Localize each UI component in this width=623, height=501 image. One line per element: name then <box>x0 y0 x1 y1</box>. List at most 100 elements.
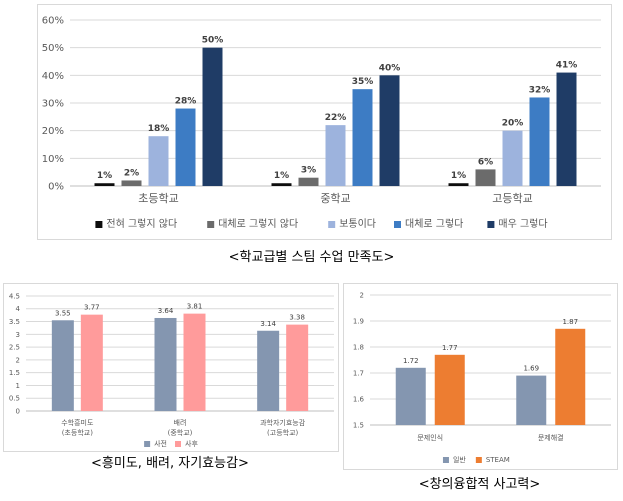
legend-label: 대체로 그렇지 않다 <box>218 217 298 230</box>
data-label: 1.87 <box>562 318 578 326</box>
satisfaction-chart-caption: <학교급별 스팀 수업 만족도> <box>228 250 395 265</box>
legend-label: 매우 그렇다 <box>498 217 547 230</box>
bar <box>121 180 142 186</box>
interest-chart-caption: <흥미도, 배려, 자기효능감> <box>91 456 249 471</box>
legend-swatch <box>144 441 151 447</box>
category-label: (중학교) <box>168 428 193 437</box>
legend-label: STEAM <box>486 456 510 464</box>
y-tick-label: 4.5 <box>9 292 20 300</box>
data-label: 6% <box>478 157 493 167</box>
bar <box>502 130 523 186</box>
bar <box>434 354 465 425</box>
y-tick-label: 1.9 <box>353 317 364 325</box>
category-label: 과학자기효능감 <box>260 418 306 427</box>
y-tick-label: 2 <box>16 356 20 364</box>
data-label: 32% <box>529 85 551 95</box>
data-label: 3.38 <box>289 314 305 322</box>
data-label: 18% <box>148 124 170 134</box>
data-label: 1% <box>274 171 289 181</box>
y-tick-label: 60% <box>42 16 64 27</box>
satisfaction-chart-panel: 0% 10% 20% 30% 40% 50% 60% 1% 2% 18% 28% 50% 초등학교 1% 3… <box>37 4 612 240</box>
data-label: 28% <box>175 97 197 107</box>
creativity-chart: 1.5 1.6 1.7 1.8 1.9 2 1.72 1.77 문제인식 1.69 1.87 문제해결… <box>353 291 611 464</box>
y-tick-label: 10% <box>42 154 64 165</box>
legend-swatch <box>328 221 336 228</box>
data-label: 2% <box>124 168 139 178</box>
bar <box>325 125 346 186</box>
bar <box>154 317 177 411</box>
y-tick-label: 0.5 <box>9 395 20 403</box>
satisfaction-chart: 0% 10% 20% 30% 40% 50% 60% 1% 2% 18% 28% 50% 초등학교 1% 3… <box>42 16 601 230</box>
category-label: 문제인식 <box>417 433 443 442</box>
bar <box>555 328 586 425</box>
data-label: 3% <box>301 166 316 176</box>
legend-label: 전혀 그렇지 않다 <box>106 217 177 230</box>
y-tick-label: 0% <box>48 182 64 193</box>
bar <box>271 183 292 186</box>
bar <box>395 367 426 425</box>
legend-swatch <box>394 221 401 228</box>
y-tick-label: 20% <box>42 126 64 137</box>
y-tick-label: 2.5 <box>9 344 20 352</box>
y-tick-label: 0 <box>16 407 20 415</box>
data-label: 3.77 <box>84 304 100 312</box>
category-label: 중학교 <box>320 192 350 205</box>
bar <box>148 136 169 186</box>
bar <box>257 330 280 411</box>
category-label: 초등학교 <box>138 192 178 205</box>
legend-swatch <box>95 221 103 228</box>
y-tick-label: 50% <box>42 43 64 54</box>
data-label: 22% <box>325 113 347 123</box>
category-label: (초등학교) <box>62 428 93 437</box>
data-label: 3.55 <box>55 309 71 317</box>
data-label: 1.69 <box>523 365 539 373</box>
bar <box>183 313 206 411</box>
bar <box>80 314 103 411</box>
legend-swatch <box>207 221 215 228</box>
bar <box>516 375 547 425</box>
bar <box>448 183 469 186</box>
interest-chart-panel: 0 0.5 1 1.5 2 2.5 3 3.5 4 4.5 3.55 3.77 수학흥미도 (초등학교) 3… <box>3 283 339 452</box>
data-label: 1.72 <box>403 357 419 365</box>
legend-swatch <box>175 441 181 447</box>
legend-label: 사전 <box>154 439 167 448</box>
creativity-chart-caption: <창의융합적 사고력> <box>418 477 541 492</box>
category-label: 문제해결 <box>538 433 564 442</box>
y-tick-label: 1 <box>16 382 20 390</box>
legend-label: 사후 <box>185 439 198 448</box>
bar <box>556 72 577 186</box>
category-label: 고등학교 <box>492 192 532 205</box>
bar <box>529 97 550 186</box>
bar <box>352 89 373 186</box>
interest-chart: 0 0.5 1 1.5 2 2.5 3 3.5 4 4.5 3.55 3.77 수학흥미도(초등학교) 3… <box>9 292 334 448</box>
bar <box>202 47 223 186</box>
data-label: 20% <box>502 119 524 129</box>
legend-swatch <box>442 457 449 463</box>
category-label: 수학흥미도 <box>61 418 94 427</box>
bar <box>94 183 115 186</box>
legend-label: 대체로 그렇다 <box>405 217 463 230</box>
y-tick-label: 1.5 <box>353 421 364 429</box>
bar <box>475 169 496 186</box>
y-tick-label: 1.5 <box>9 369 20 377</box>
category-label: (고등학교) <box>267 428 298 437</box>
bar <box>298 177 319 186</box>
bar <box>175 108 196 186</box>
y-tick-label: 30% <box>42 99 64 110</box>
data-label: 40% <box>379 63 401 73</box>
y-tick-label: 3 <box>16 331 20 339</box>
y-tick-label: 1.8 <box>353 343 364 351</box>
data-label: 35% <box>352 77 374 87</box>
legend-label: 보통이다 <box>339 218 376 230</box>
bar <box>286 324 309 411</box>
legend-label: 일반 <box>453 455 466 464</box>
creativity-chart-panel: 1.5 1.6 1.7 1.8 1.9 2 1.72 1.77 문제인식 1.69 1.87 문제해결… <box>343 283 618 470</box>
bar <box>51 320 74 411</box>
category-label: 배려 <box>174 418 187 427</box>
data-label: 41% <box>556 61 578 71</box>
data-label: 1.77 <box>442 344 458 352</box>
data-label: 1% <box>97 171 112 181</box>
data-label: 50% <box>202 36 224 46</box>
legend-swatch <box>487 221 495 228</box>
bar <box>379 75 400 186</box>
